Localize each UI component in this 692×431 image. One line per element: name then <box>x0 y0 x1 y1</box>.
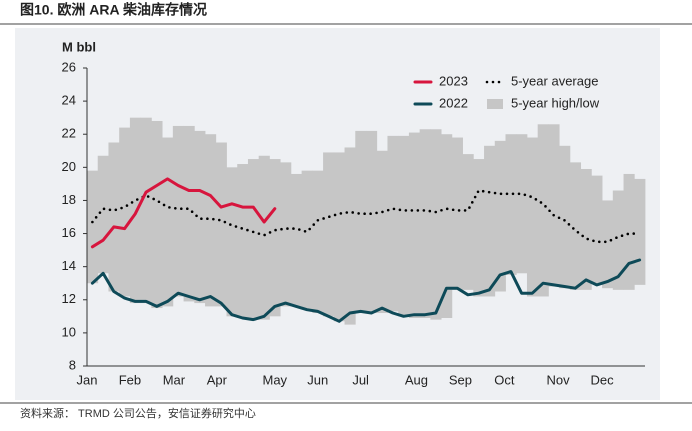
high-low-bar <box>269 159 281 317</box>
x-tick-label: May <box>263 372 288 387</box>
high-low-bar <box>591 175 603 284</box>
high-low-bar <box>215 142 227 307</box>
x-tick-label: Nov <box>547 372 571 387</box>
x-tick-label: Feb <box>119 372 141 387</box>
x-tick-label: Dec <box>591 372 615 387</box>
high-low-bar <box>451 137 463 290</box>
legend-label: 2023 <box>439 73 468 88</box>
y-tick-label: 10 <box>62 324 76 339</box>
legend-label: 2022 <box>439 95 468 110</box>
high-low-bar <box>366 130 378 314</box>
high-low-bar <box>172 125 184 297</box>
high-low-bar <box>569 162 582 290</box>
high-low-bar <box>602 200 614 289</box>
high-low-bar <box>247 159 260 320</box>
high-low-bar <box>119 127 131 297</box>
high-low-bar <box>398 135 410 317</box>
high-low-bar <box>505 134 517 275</box>
high-low-bar <box>226 167 238 317</box>
x-tick-label: Apr <box>207 372 228 387</box>
y-tick-label: 14 <box>62 258 76 273</box>
high-low-bar <box>441 134 453 318</box>
high-low-bar <box>376 150 388 314</box>
high-low-bar <box>516 134 528 274</box>
high-low-bar <box>323 152 335 317</box>
y-tick-label: 24 <box>62 93 76 108</box>
x-tick-label: Sep <box>449 372 472 387</box>
x-tick-label: Jan <box>77 372 98 387</box>
high-low-bar <box>205 134 217 307</box>
high-low-bar <box>355 130 367 314</box>
y-tick-label: 26 <box>62 59 76 74</box>
source: 资料来源： TRMD 公司公告，安信证券研究中心 <box>20 406 256 420</box>
y-axis-label: M bbl <box>62 39 96 54</box>
chart-title: 图10. 欧洲 ARA 柴油库存情况 <box>20 2 207 18</box>
high-low-bar <box>162 137 174 307</box>
y-tick-label: 8 <box>69 357 76 372</box>
high-low-bar <box>408 132 421 318</box>
high-low-bar <box>623 173 635 290</box>
high-low-bar <box>430 129 442 320</box>
high-low-bar <box>301 170 313 310</box>
high-low-bar <box>419 129 431 318</box>
high-low-bar <box>290 173 303 307</box>
high-low-bar <box>280 162 292 307</box>
x-tick-label: Jun <box>307 372 328 387</box>
legend-swatch <box>487 99 503 109</box>
high-low-bar <box>537 124 549 297</box>
high-low-bar <box>87 170 99 284</box>
high-low-bar <box>140 117 152 304</box>
y-tick-label: 16 <box>62 225 76 240</box>
x-tick-label: Aug <box>405 372 428 387</box>
high-low-bar <box>526 137 539 297</box>
legend-label: 5-year average <box>511 73 598 88</box>
high-low-bar <box>484 145 496 297</box>
high-low-bar <box>387 135 399 312</box>
series-line <box>90 258 642 323</box>
legend-label: 5-year high/low <box>511 95 600 110</box>
high-low-bar <box>183 125 195 302</box>
high-low-bar <box>151 120 163 309</box>
y-tick-label: 20 <box>62 159 76 174</box>
high-low-bar <box>473 159 485 297</box>
x-tick-label: Oct <box>494 372 515 387</box>
high-low-bar <box>194 130 206 304</box>
y-tick-label: 22 <box>62 126 76 141</box>
high-low-bar <box>559 145 571 289</box>
high-low-bar <box>258 155 270 320</box>
high-low-bar <box>312 170 324 314</box>
x-tick-label: Mar <box>163 372 186 387</box>
y-tick-label: 12 <box>62 291 76 306</box>
high-low-bar <box>548 124 560 287</box>
high-low-bar <box>462 154 474 290</box>
high-low-bar <box>333 152 345 322</box>
high-low-bar <box>344 147 356 325</box>
high-low-bar <box>612 190 624 290</box>
high-low-bar <box>580 168 592 290</box>
series-line <box>90 177 277 249</box>
x-tick-label: Jul <box>352 372 369 387</box>
high-low-bar <box>108 142 120 292</box>
high-low-bar <box>494 140 506 292</box>
high-low-bar <box>97 155 109 274</box>
high-low-bar <box>237 164 249 318</box>
high-low-bar <box>634 178 646 285</box>
y-tick-label: 18 <box>62 192 76 207</box>
